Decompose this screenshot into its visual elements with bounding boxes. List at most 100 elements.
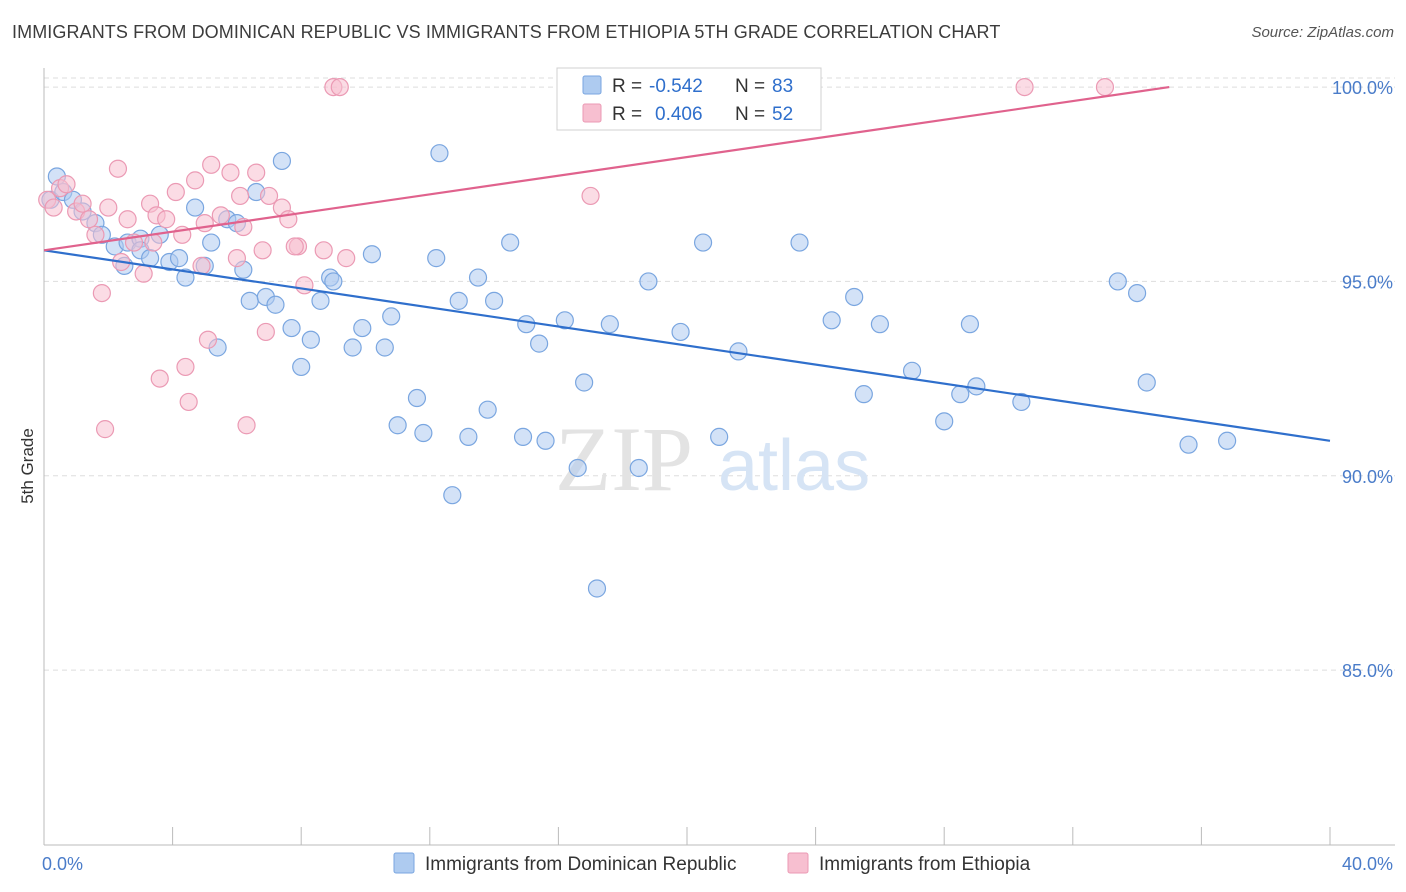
- point-dominican: [343, 338, 362, 357]
- point-dominican: [870, 315, 890, 334]
- labels-layer: 85.0% 90.0% 95.0% 100.0% 0.0% 40.0%: [42, 78, 1393, 874]
- point-ethiopia: [581, 186, 600, 206]
- point-dominican: [951, 385, 970, 404]
- point-ethiopia: [227, 249, 246, 268]
- point-dominican: [1108, 272, 1127, 291]
- point-dominican: [353, 318, 372, 338]
- stats-n-label-1: N =: [735, 104, 765, 125]
- point-ethiopia: [202, 155, 221, 174]
- point-ethiopia: [211, 206, 230, 225]
- point-ethiopia: [314, 241, 333, 260]
- point-dominican: [468, 268, 488, 287]
- point-dominican: [169, 249, 189, 268]
- point-dominican: [568, 458, 587, 478]
- point-dominican: [407, 388, 427, 408]
- point-ethiopia: [73, 194, 92, 213]
- y-axis-label: 5th Grade: [18, 428, 37, 504]
- watermark-zip: ZIP: [555, 408, 693, 510]
- point-ethiopia: [118, 210, 137, 229]
- trend-line-ethiopia: [43, 86, 1170, 252]
- point-dominican: [710, 427, 729, 446]
- point-dominican: [430, 144, 449, 163]
- stats-n-value-0: 83: [772, 76, 793, 97]
- point-dominican: [501, 233, 520, 252]
- y-tick-label: 85.0%: [1342, 661, 1393, 681]
- watermark: ZIP atlas: [555, 408, 870, 510]
- point-dominican: [639, 272, 658, 291]
- point-dominican: [960, 315, 980, 334]
- stats-r-label-0: R =: [612, 76, 642, 97]
- point-dominican: [1127, 283, 1147, 303]
- point-dominican: [517, 315, 536, 334]
- point-dominican: [902, 361, 922, 380]
- point-dominican: [427, 249, 446, 268]
- point-dominican: [671, 322, 690, 342]
- point-ethiopia: [295, 276, 314, 295]
- legend-label-ethiopia: Immigrants from Ethiopia: [819, 854, 1031, 875]
- point-dominican: [324, 272, 343, 291]
- chart-source: Source: ZipAtlas.com: [1251, 24, 1394, 41]
- trend-layer: [43, 86, 1331, 442]
- point-ethiopia: [95, 420, 115, 439]
- point-ethiopia: [285, 237, 304, 256]
- grid-layer: [44, 77, 1395, 671]
- point-dominican: [375, 338, 394, 357]
- point-dominican: [414, 423, 433, 443]
- y-tick-label: 90.0%: [1342, 467, 1393, 487]
- point-dominican: [459, 427, 478, 446]
- stats-r-label-1: R =: [612, 104, 642, 125]
- point-ethiopia: [108, 159, 128, 178]
- point-dominican: [266, 295, 285, 314]
- point-dominican: [186, 198, 205, 217]
- stats-swatch-blue: [582, 75, 602, 95]
- point-dominican: [530, 334, 549, 353]
- point-ethiopia: [79, 210, 99, 229]
- point-dominican: [362, 245, 382, 264]
- point-dominican: [845, 287, 864, 307]
- point-dominican: [513, 427, 533, 446]
- point-ethiopia: [231, 186, 250, 206]
- point-ethiopia: [157, 210, 176, 229]
- x-tick-label-end: 40.0%: [1342, 854, 1393, 874]
- point-ethiopia: [144, 233, 163, 252]
- point-dominican: [282, 318, 301, 338]
- chart-title: IMMIGRANTS FROM DOMINICAN REPUBLIC VS IM…: [12, 22, 1001, 42]
- point-ethiopia: [198, 330, 218, 349]
- point-dominican: [555, 311, 574, 330]
- point-dominican: [240, 291, 259, 310]
- stats-r-value-1: 0.406: [655, 104, 703, 125]
- point-ethiopia: [92, 283, 111, 303]
- stats-r-value-0: -0.542: [649, 76, 703, 97]
- watermark-atlas: atlas: [718, 426, 870, 506]
- point-dominican: [1218, 431, 1237, 450]
- point-ethiopia: [247, 163, 266, 182]
- point-dominican: [485, 291, 504, 310]
- point-dominican: [311, 291, 330, 310]
- point-dominican: [629, 458, 648, 478]
- stats-n-value-1: 52: [772, 104, 793, 125]
- point-dominican: [967, 377, 986, 396]
- point-dominican: [587, 579, 607, 598]
- point-ethiopia: [253, 241, 272, 260]
- point-dominican: [693, 233, 713, 252]
- point-ethiopia: [330, 77, 349, 97]
- point-dominican: [478, 400, 497, 419]
- point-dominican: [272, 151, 292, 171]
- point-dominican: [1137, 373, 1156, 392]
- point-ethiopia: [221, 163, 240, 182]
- point-ethiopia: [134, 264, 153, 283]
- y-tick-label: 95.0%: [1342, 272, 1393, 292]
- stats-swatch-pink: [582, 103, 602, 123]
- point-ethiopia: [1095, 77, 1115, 97]
- point-dominican: [575, 373, 594, 392]
- point-dominican: [202, 233, 221, 252]
- stats-legend: R = -0.542 N = 83 R = 0.406 N = 52: [556, 67, 822, 131]
- legend-swatch-ethiopia: [787, 852, 809, 874]
- point-dominican: [443, 486, 462, 505]
- point-ethiopia: [337, 249, 356, 268]
- point-dominican: [935, 412, 954, 431]
- point-ethiopia: [1015, 77, 1034, 97]
- point-dominican: [292, 357, 311, 377]
- stats-n-label-0: N =: [735, 76, 765, 97]
